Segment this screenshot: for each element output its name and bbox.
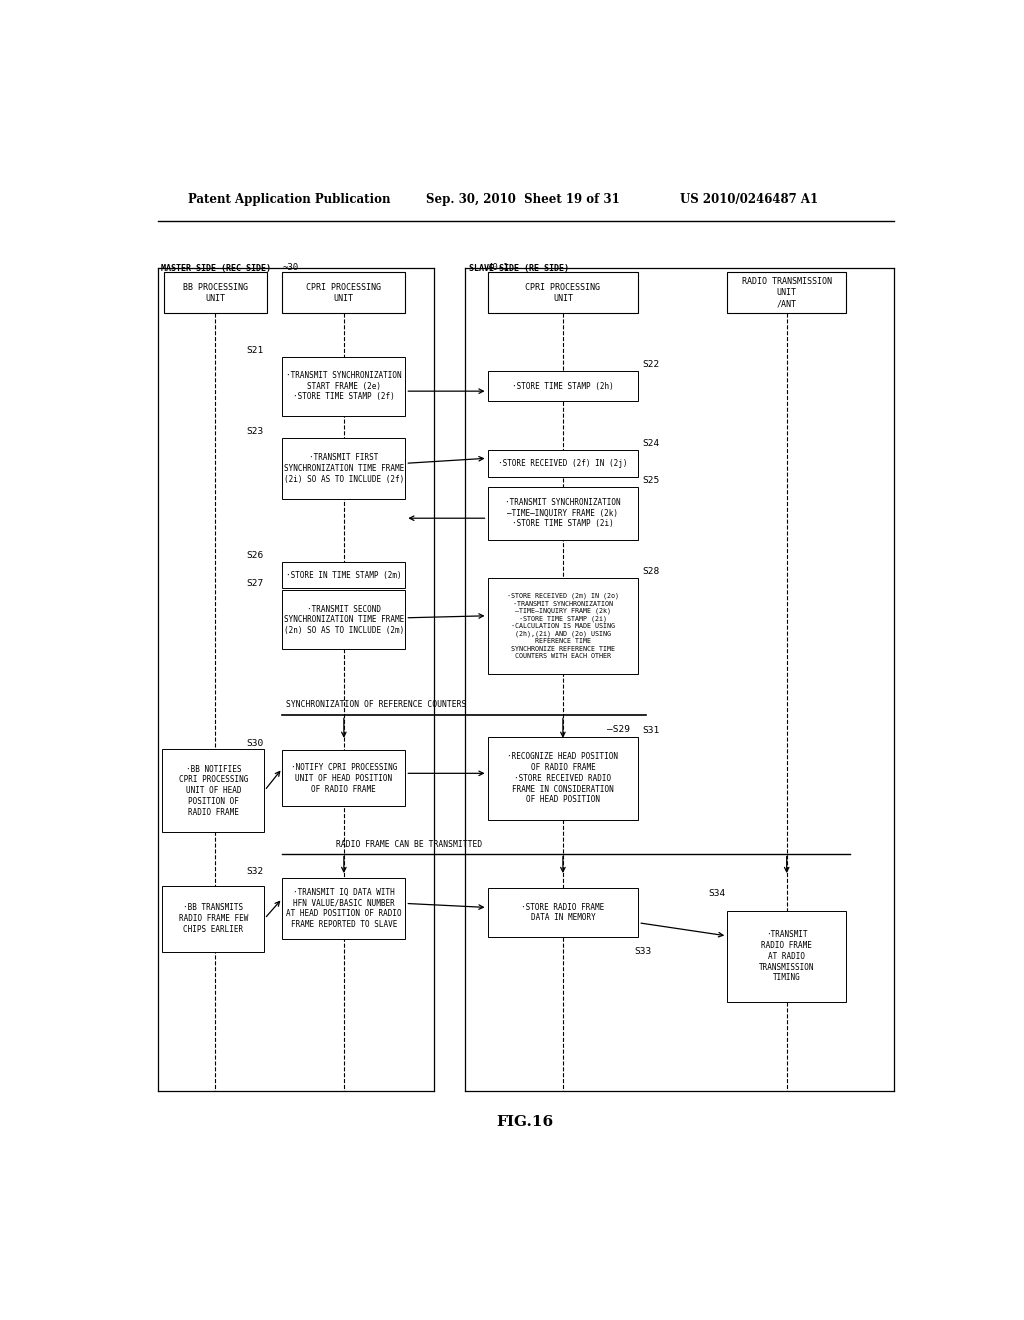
Text: S21: S21 — [247, 346, 264, 355]
FancyBboxPatch shape — [283, 590, 406, 649]
Text: ·NOTIFY CPRI PROCESSING
UNIT OF HEAD POSITION
OF RADIO FRAME: ·NOTIFY CPRI PROCESSING UNIT OF HEAD POS… — [291, 763, 397, 793]
Text: MASTER SIDE (REC SIDE): MASTER SIDE (REC SIDE) — [162, 264, 271, 273]
Text: S27: S27 — [247, 579, 264, 589]
FancyBboxPatch shape — [727, 272, 846, 313]
Text: ~30: ~30 — [283, 263, 298, 272]
Text: SYNCHRONIZATION OF REFERENCE COUNTERS: SYNCHRONIZATION OF REFERENCE COUNTERS — [287, 701, 467, 709]
FancyBboxPatch shape — [283, 272, 406, 313]
Text: Sep. 30, 2010  Sheet 19 of 31: Sep. 30, 2010 Sheet 19 of 31 — [426, 193, 620, 206]
FancyBboxPatch shape — [162, 748, 264, 833]
Text: RADIO TRANSMISSION
UNIT
/ANT: RADIO TRANSMISSION UNIT /ANT — [741, 277, 831, 308]
FancyBboxPatch shape — [283, 356, 406, 416]
FancyBboxPatch shape — [487, 737, 638, 820]
FancyBboxPatch shape — [487, 450, 638, 477]
Text: 40-1: 40-1 — [487, 263, 509, 272]
Text: ·TRANSMIT SYNCHRONIZATION
–TIME–INQUIRY FRAME (2k)
·STORE TIME STAMP (2i): ·TRANSMIT SYNCHRONIZATION –TIME–INQUIRY … — [505, 498, 621, 528]
Text: ·TRANSMIT SYNCHRONIZATION
START FRAME (2e)
·STORE TIME STAMP (2f): ·TRANSMIT SYNCHRONIZATION START FRAME (2… — [286, 371, 401, 401]
FancyBboxPatch shape — [727, 911, 846, 1002]
Text: S34: S34 — [709, 890, 726, 899]
FancyBboxPatch shape — [283, 878, 406, 939]
FancyBboxPatch shape — [162, 886, 264, 952]
Text: Patent Application Publication: Patent Application Publication — [187, 193, 390, 206]
Text: S26: S26 — [247, 550, 264, 560]
Text: ·BB NOTIFIES
CPRI PROCESSING
UNIT OF HEAD
POSITION OF
RADIO FRAME: ·BB NOTIFIES CPRI PROCESSING UNIT OF HEA… — [178, 764, 248, 817]
Text: ·STORE RECEIVED (2m) IN (2o)
·TRANSMIT SYNCHRONIZATION
–TIME–INQUIRY FRAME (2k)
: ·STORE RECEIVED (2m) IN (2o) ·TRANSMIT S… — [507, 593, 618, 659]
Text: ·RECOGNIZE HEAD POSITION
OF RADIO FRAME
·STORE RECEIVED RADIO
FRAME IN CONSIDERA: ·RECOGNIZE HEAD POSITION OF RADIO FRAME … — [508, 752, 618, 804]
Text: CPRI PROCESSING
UNIT: CPRI PROCESSING UNIT — [306, 282, 381, 302]
FancyBboxPatch shape — [283, 562, 406, 589]
FancyBboxPatch shape — [487, 272, 638, 313]
Text: ―S29: ―S29 — [606, 725, 630, 734]
Text: ·STORE IN TIME STAMP (2m): ·STORE IN TIME STAMP (2m) — [286, 570, 401, 579]
Text: S28: S28 — [642, 566, 659, 576]
Text: CPRI PROCESSING
UNIT: CPRI PROCESSING UNIT — [525, 282, 600, 302]
FancyBboxPatch shape — [283, 438, 406, 499]
Text: S32: S32 — [247, 867, 264, 876]
FancyBboxPatch shape — [487, 888, 638, 937]
Text: S23: S23 — [247, 426, 264, 436]
Text: ·TRANSMIT
RADIO FRAME
AT RADIO
TRANSMISSION
TIMING: ·TRANSMIT RADIO FRAME AT RADIO TRANSMISS… — [759, 931, 814, 982]
Text: US 2010/0246487 A1: US 2010/0246487 A1 — [680, 193, 818, 206]
FancyBboxPatch shape — [487, 578, 638, 675]
FancyBboxPatch shape — [487, 487, 638, 540]
Text: S24: S24 — [642, 440, 659, 447]
Text: RADIO FRAME CAN BE TRANSMITTED: RADIO FRAME CAN BE TRANSMITTED — [336, 840, 482, 849]
Text: ·STORE RECEIVED (2f) IN (2j): ·STORE RECEIVED (2f) IN (2j) — [498, 459, 628, 467]
FancyBboxPatch shape — [487, 371, 638, 401]
Text: S33: S33 — [634, 948, 651, 956]
Text: ·TRANSMIT IQ DATA WITH
HFN VALUE/BASIC NUMBER
AT HEAD POSITION OF RADIO
FRAME RE: ·TRANSMIT IQ DATA WITH HFN VALUE/BASIC N… — [286, 888, 401, 929]
Text: ·BB TRANSMITS
RADIO FRAME FEW
CHIPS EARLIER: ·BB TRANSMITS RADIO FRAME FEW CHIPS EARL… — [178, 903, 248, 935]
Text: ·TRANSMIT FIRST
SYNCHRONIZATION TIME FRAME
(2i) SO AS TO INCLUDE (2f): ·TRANSMIT FIRST SYNCHRONIZATION TIME FRA… — [284, 453, 404, 483]
Text: S25: S25 — [642, 475, 659, 484]
Text: S30: S30 — [247, 739, 264, 748]
FancyBboxPatch shape — [164, 272, 267, 313]
Text: FIG.16: FIG.16 — [497, 1115, 553, 1129]
Text: BB PROCESSING
UNIT: BB PROCESSING UNIT — [183, 282, 248, 302]
Text: S31: S31 — [642, 726, 659, 735]
Text: ·STORE RADIO FRAME
DATA IN MEMORY: ·STORE RADIO FRAME DATA IN MEMORY — [521, 903, 604, 923]
Text: ·STORE TIME STAMP (2h): ·STORE TIME STAMP (2h) — [512, 381, 613, 391]
Text: ·TRANSMIT SECOND
SYNCHRONIZATION TIME FRAME
(2n) SO AS TO INCLUDE (2m): ·TRANSMIT SECOND SYNCHRONIZATION TIME FR… — [284, 605, 404, 635]
Text: SLAVE SIDE (RE SIDE): SLAVE SIDE (RE SIDE) — [469, 264, 569, 273]
Text: S22: S22 — [642, 360, 659, 368]
FancyBboxPatch shape — [283, 751, 406, 807]
